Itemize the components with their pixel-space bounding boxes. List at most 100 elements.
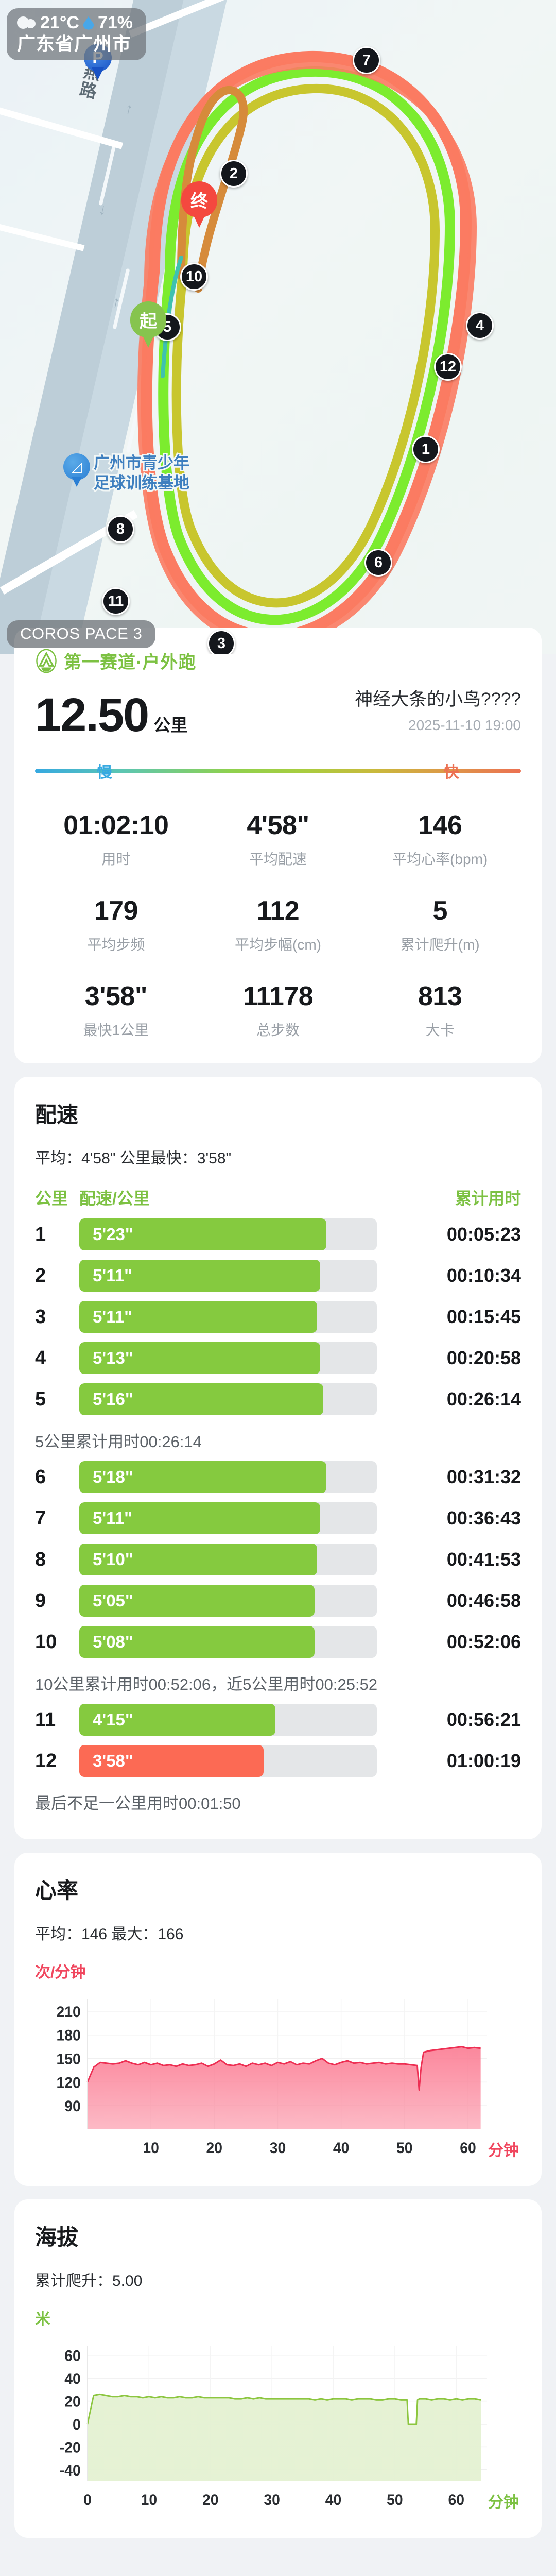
user-name: 神经大条的小鸟????	[355, 689, 521, 709]
start-pin-label: 起	[130, 301, 166, 337]
location-label: 广东省广州市	[17, 33, 132, 55]
svg-text:30: 30	[264, 2492, 280, 2509]
pace-table-header: 公里 配速/公里 累计用时	[35, 1185, 521, 1209]
km-marker-4[interactable]: 4	[466, 312, 494, 340]
svg-text:0: 0	[73, 2416, 81, 2433]
stat-value: 813	[418, 981, 462, 1011]
stat-avg-pace: 4'58" 平均配速	[197, 810, 359, 869]
heart-rate-chart[interactable]: 90 120 150 180 210 10 20 30 40 50 60 分钟	[35, 1993, 521, 2163]
pace-table-body: 1 5'23" 00:05:23 2 5'11" 00:10:34 3 5'11" 00:15:…	[35, 1218, 521, 1814]
pace-row-elapsed: 00:52:06	[446, 1631, 521, 1652]
pace-note: 最后不足一公里用时00:01:50	[35, 1794, 241, 1812]
km-marker-10[interactable]: 10	[180, 263, 208, 291]
km-marker-11[interactable]: 11	[102, 587, 130, 615]
pace-row: 12 3'58" 01:00:19	[35, 1745, 521, 1777]
pace-row-track: 5'16"	[79, 1383, 377, 1415]
pace-row-km: 10	[35, 1631, 57, 1653]
stat-label: 用时	[101, 851, 131, 867]
pace-row-track: 5'13"	[79, 1342, 377, 1374]
elevation-subtitle: 累计爬升：5.00	[35, 2273, 143, 2290]
pace-row: 3 5'11" 00:15:45	[35, 1301, 521, 1333]
poi-pin-icon[interactable]: ◿	[63, 453, 90, 487]
poi-label: 广州市青少年 足球训练基地	[92, 452, 191, 494]
summary-card: 第一赛道·户外跑 12.50 公里 神经大条的小鸟???? 2025-11-10…	[14, 628, 542, 1063]
pace-row-bar: 3'58"	[79, 1745, 264, 1777]
pace-row: 6 5'18" 00:31:32	[35, 1461, 521, 1493]
svg-text:50: 50	[387, 2492, 403, 2509]
pace-row-bar: 5'16"	[79, 1383, 323, 1415]
pace-row-track: 5'08"	[79, 1626, 377, 1658]
pace-row: 1 5'23" 00:05:23	[35, 1218, 521, 1250]
stat-duration: 01:02:10 用时	[35, 810, 197, 869]
pace-title: 配速	[35, 1103, 79, 1127]
pace-row-elapsed: 00:05:23	[446, 1224, 521, 1245]
runner-icon: ◿	[63, 453, 90, 480]
pace-row-elapsed: 00:26:14	[446, 1388, 521, 1410]
poi-pin-tail	[72, 477, 82, 487]
svg-text:50: 50	[396, 2140, 412, 2157]
svg-text:20: 20	[202, 2492, 218, 2509]
distance-unit: 公里	[153, 716, 188, 735]
km-marker-7[interactable]: 7	[353, 46, 380, 74]
stat-total-steps: 11178 总步数	[197, 981, 359, 1040]
km-marker-1[interactable]: 1	[412, 435, 440, 463]
speed-gradient-track	[35, 769, 521, 773]
pace-row-km: 12	[35, 1750, 57, 1772]
stat-value: 01:02:10	[63, 810, 169, 840]
svg-text:-40: -40	[60, 2462, 81, 2479]
pace-col-km: 公里	[35, 1189, 68, 1208]
pace-row-km: 9	[35, 1589, 46, 1612]
km-marker-2[interactable]: 2	[220, 160, 248, 188]
pace-row-km: 3	[35, 1306, 46, 1328]
km-marker-12[interactable]: 12	[434, 353, 462, 381]
start-pin-tail	[141, 332, 155, 348]
pace-row-bar: 5'13"	[79, 1342, 321, 1374]
pace-col-pace: 配速/公里	[79, 1189, 150, 1208]
pace-row-elapsed: 00:15:45	[446, 1306, 521, 1327]
pace-row-bar: 5'10"	[79, 1544, 318, 1575]
pace-row-track: 5'11"	[79, 1502, 377, 1534]
pace-note: 10公里累计用时00:52:06，近5公里用时00:25:52	[35, 1675, 378, 1693]
device-badge: COROS PACE 3	[7, 620, 156, 648]
stat-avg-cadence: 179 平均步频	[35, 895, 197, 954]
pace-row-bar: 5'11"	[79, 1260, 321, 1292]
pace-row-bar: 4'15"	[79, 1704, 276, 1736]
svg-text:90: 90	[64, 2098, 80, 2115]
distance-block: 12.50 公里	[35, 691, 187, 739]
heart-rate-x-unit: 分钟	[488, 2142, 519, 2159]
heart-rate-unit-label: 次/分钟	[35, 1964, 86, 1981]
km-marker-8[interactable]: 8	[107, 515, 134, 543]
stat-label: 大卡	[425, 1022, 455, 1038]
speed-slow-label: 慢	[97, 764, 112, 781]
pace-row-km: 5	[35, 1388, 46, 1410]
svg-text:210: 210	[57, 2004, 81, 2021]
finish-pin[interactable]: 终	[181, 181, 217, 228]
pace-card: 配速 平均：4'58" 公里最快：3'58" 公里 配速/公里 累计用时 1 5'…	[14, 1077, 542, 1839]
elevation-chart[interactable]: -40 -20 0 20 40 60 0 10 20 30 40 50 60 分钟	[35, 2340, 521, 2515]
pace-row-bar: 5'23"	[79, 1218, 326, 1250]
heart-rate-title: 心率	[35, 1878, 79, 1903]
speed-gradient-bar: 慢 快	[35, 759, 521, 783]
start-pin[interactable]: 起	[130, 301, 166, 348]
svg-text:40: 40	[333, 2140, 349, 2157]
humidity-value: 71%	[97, 13, 133, 32]
weather-overlay: 21°C 71% 广东省广州市	[7, 8, 147, 61]
elevation-unit-label: 米	[35, 2311, 50, 2328]
elevation-card: 海拔 累计爬升：5.00 米 -40 -20 0 20 40 60 0 10 20 30 40 50 6…	[14, 2199, 542, 2538]
stat-label: 累计爬升(m)	[400, 937, 480, 953]
pace-row: 9 5'05" 00:46:58	[35, 1585, 521, 1617]
km-marker-3[interactable]: 3	[207, 630, 235, 654]
stat-label: 平均心率(bpm)	[392, 851, 488, 867]
pace-row-elapsed: 00:36:43	[446, 1507, 521, 1529]
stat-value: 179	[94, 896, 138, 926]
km-marker-6[interactable]: 6	[364, 549, 392, 577]
pace-row-track: 5'10"	[79, 1544, 377, 1575]
stat-value: 4'58"	[247, 810, 309, 840]
pace-row-bar: 5'08"	[79, 1626, 315, 1658]
pace-row: 7 5'11" 00:36:43	[35, 1502, 521, 1534]
svg-text:150: 150	[57, 2051, 81, 2068]
stat-avg-stride: 112 平均步幅(cm)	[197, 895, 359, 954]
pace-row-track: 5'05"	[79, 1585, 377, 1617]
stat-label: 总步数	[256, 1022, 300, 1038]
